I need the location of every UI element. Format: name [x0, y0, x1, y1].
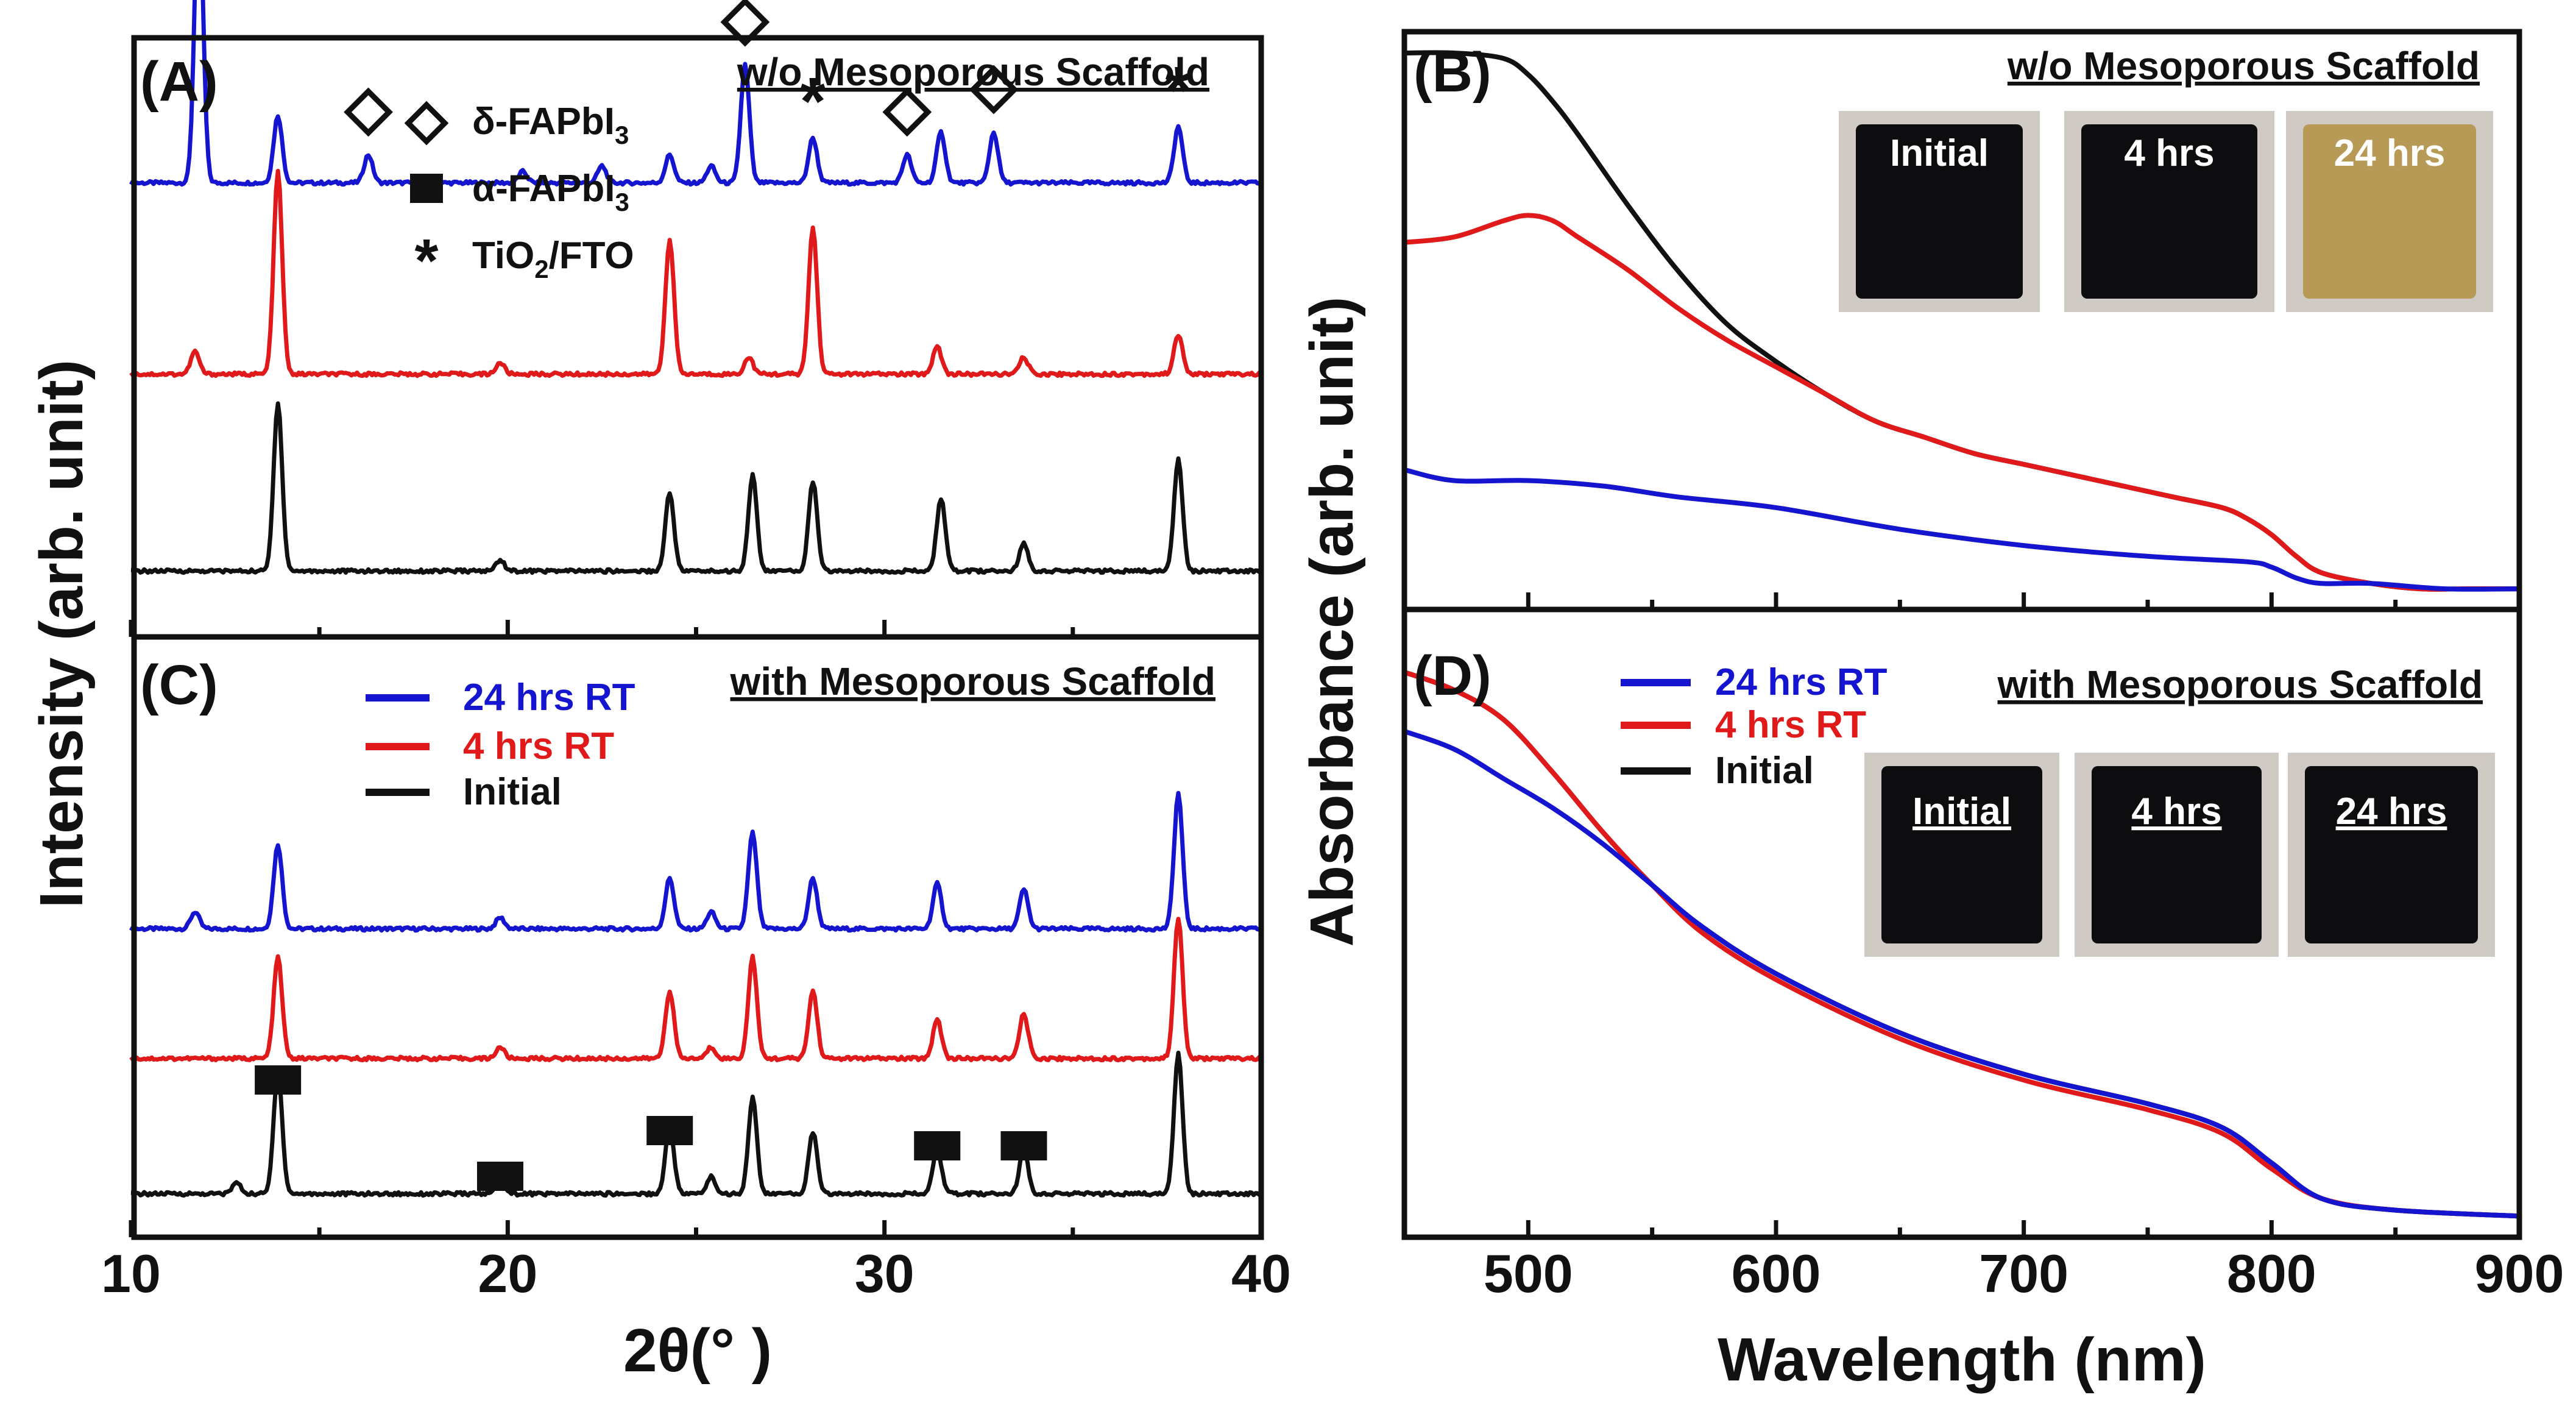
xrd-y-axis-label: Intensity (arb. unit) — [27, 360, 96, 908]
x-tick-label: 20 — [478, 1243, 537, 1304]
panel-header-d: with Mesoporous Scaffold — [1997, 662, 2483, 706]
xrd-series-line — [129, 790, 1263, 933]
absorbance-series-line — [1404, 467, 2520, 592]
absorbance-series-line — [1403, 729, 2520, 1219]
x-tick-label: 900 — [2475, 1243, 2564, 1304]
legend-label-subscript: 2 — [534, 255, 548, 283]
perovskite-film-sample — [2305, 766, 2478, 943]
panel-c — [129, 790, 1263, 1198]
panel-letter-a: (A) — [140, 51, 218, 113]
legend-label: 24 hrs RT — [1715, 661, 1888, 703]
absorbance-series-line — [1404, 213, 2519, 592]
xrd-series-line — [129, 917, 1262, 1062]
panel-letter-b: (B) — [1414, 41, 1491, 104]
perovskite-film-sample — [2092, 766, 2262, 943]
phase-legend-label: δ-FAPbI3 — [472, 101, 629, 149]
panel-b — [1404, 50, 2520, 592]
x-tick-label: 30 — [855, 1243, 915, 1304]
sample-photos-d: Initial 4 hrs 24 hrs — [1864, 753, 2495, 957]
x-axis-c: 10 20 30 40 — [101, 1220, 1291, 1304]
x-tick-label: 600 — [1732, 1243, 1821, 1304]
alpha-phase-square-marker — [646, 1116, 693, 1145]
alpha-phase-square-marker — [914, 1131, 961, 1160]
alpha-phase-square-marker — [1000, 1131, 1047, 1160]
perovskite-film-sample — [2303, 124, 2476, 299]
xrd-series-line — [130, 1050, 1262, 1198]
perovskite-film-sample — [1856, 124, 2023, 299]
legend-label: 4 hrs RT — [463, 725, 614, 767]
photo-label: 24 hrs — [2334, 132, 2446, 174]
panel-header-a: w/o Mesoporous Scaffold — [737, 50, 1209, 94]
x-tick-label: 700 — [1979, 1243, 2068, 1304]
legend-label: 4 hrs RT — [1715, 704, 1866, 746]
x-tick-label: 800 — [2227, 1243, 2316, 1304]
photo-label: Initial — [1913, 790, 2011, 833]
legend-label-tail: /FTO — [549, 235, 634, 277]
alpha-phase-legend-icon — [410, 174, 443, 203]
tio2-fto-star-marker: * — [800, 64, 826, 139]
alpha-phase-square-marker — [476, 1162, 523, 1191]
tio2-fto-legend-icon: * — [415, 227, 439, 295]
panel-d — [1403, 670, 2520, 1219]
legend-label-main: TiO — [472, 235, 534, 277]
alpha-phase-square-marker — [255, 1065, 302, 1095]
x-tick-label: 40 — [1231, 1243, 1291, 1304]
delta-phase-diamond-marker — [344, 87, 393, 137]
x-axis-d: 500 600 700 800 900 — [1484, 1220, 2564, 1304]
absorbance-y-axis-label: Absorbance (arb. unit) — [1298, 297, 1366, 947]
photo-label: 24 hrs — [2336, 790, 2447, 833]
absorbance-plot-frame — [1401, 29, 2522, 1240]
legend-label: Initial — [463, 771, 562, 813]
legend-label-main: δ-FAPbI — [472, 101, 615, 143]
photo-label: 4 hrs — [2131, 790, 2221, 833]
perovskite-film-sample — [1881, 766, 2042, 943]
delta-phase-diamond-marker — [720, 0, 770, 47]
legend-label-subscript: 3 — [615, 121, 629, 149]
xrd-series-line — [129, 0, 1263, 187]
panel-header-c: with Mesoporous Scaffold — [730, 659, 1215, 703]
legend-label-subscript: 3 — [615, 188, 629, 216]
panel-a: * * — [129, 0, 1263, 575]
tio2-fto-star-marker: * — [1166, 53, 1192, 128]
legend-label-main: α-FAPbI — [472, 168, 615, 210]
panel-letter-c: (C) — [140, 654, 218, 716]
panel-letter-d: (D) — [1414, 645, 1491, 707]
panel-header-b: w/o Mesoporous Scaffold — [2007, 44, 2480, 88]
legend-label: Initial — [1715, 750, 1814, 792]
phase-legend-label: α-FAPbI3 — [472, 168, 629, 216]
photo-label: Initial — [1890, 132, 1989, 174]
sample-photos-b: Initial 4 hrs 24 hrs — [1839, 111, 2493, 312]
phase-legend-label: TiO2/FTO — [472, 235, 634, 283]
x-tick-label: 500 — [1484, 1243, 1573, 1304]
xrd-series-line — [129, 169, 1262, 378]
legend-label: 24 hrs RT — [463, 677, 635, 719]
delta-phase-diamond-marker — [969, 65, 1019, 115]
xrd-x-axis-label: 2θ(° ) — [623, 1316, 772, 1385]
photo-label: 4 hrs — [2124, 132, 2214, 174]
delta-phase-legend-icon — [404, 101, 449, 146]
absorbance-x-axis-label: Wavelength (nm) — [1718, 1326, 2206, 1394]
delta-phase-diamond-marker — [882, 87, 932, 137]
perovskite-film-sample — [2081, 124, 2257, 299]
xrd-series-line — [130, 401, 1262, 575]
x-tick-label: 10 — [101, 1243, 161, 1304]
